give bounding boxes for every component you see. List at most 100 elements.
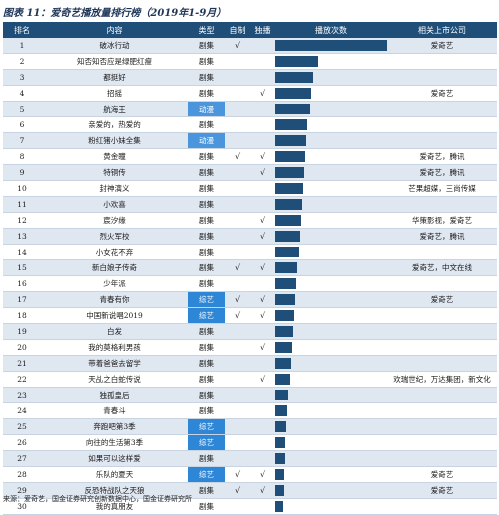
cell-rank: 29 xyxy=(3,482,41,499)
plays-bar xyxy=(275,262,298,274)
cell-plays xyxy=(275,339,387,356)
cell-exclusive: √ xyxy=(250,482,275,499)
cell-self-made: √ xyxy=(225,307,250,325)
cell-plays xyxy=(275,307,387,325)
plays-bar xyxy=(275,484,284,496)
cell-related xyxy=(387,101,497,118)
cell-self-made xyxy=(225,418,250,436)
cell-related xyxy=(387,116,497,134)
cell-content: 宸汐缘 xyxy=(41,212,188,229)
header-rank: 排名 xyxy=(3,22,41,38)
plays-bar xyxy=(275,389,289,401)
cell-self-made xyxy=(225,323,250,340)
cell-content: 招摇 xyxy=(41,85,188,102)
cell-rank: 1 xyxy=(3,38,41,54)
cell-plays xyxy=(275,291,387,309)
plays-bar xyxy=(275,119,308,131)
cell-plays xyxy=(275,38,387,54)
cell-plays xyxy=(275,371,387,388)
table-row: 23 独孤皇后 剧集 xyxy=(3,387,497,404)
cell-self-made xyxy=(225,244,250,261)
cell-type: 剧集 xyxy=(188,275,225,293)
cell-plays xyxy=(275,498,387,515)
plays-bar xyxy=(275,55,318,67)
cell-type: 剧集 xyxy=(188,259,225,277)
cell-content: 亲爱的，热爱的 xyxy=(41,116,188,134)
header-related-companies: 相关上市公司 xyxy=(387,22,497,38)
cell-self-made: √ xyxy=(225,466,250,483)
cell-type: 剧集 xyxy=(188,355,225,372)
table-row: 11 小欢喜 剧集 xyxy=(3,196,497,213)
cell-type: 剧集 xyxy=(188,164,225,182)
table-row: 9 特铜传 剧集 √ 爱奇艺，腾讯 xyxy=(3,164,497,182)
cell-plays xyxy=(275,196,387,213)
cell-rank: 18 xyxy=(3,307,41,325)
plays-bar xyxy=(275,294,296,306)
cell-exclusive xyxy=(250,498,275,515)
cell-exclusive: √ xyxy=(250,85,275,102)
cell-plays xyxy=(275,387,387,404)
cell-content: 中国新说唱2019 xyxy=(41,307,188,325)
cell-type: 剧集 xyxy=(188,69,225,86)
ranking-table: 排名 内容 类型 自制 独播 播放次数 相关上市公司 1 破冰行动 剧集 √ 爱奇艺 2 知… xyxy=(3,22,497,515)
cell-content: 如果可以这样爱 xyxy=(41,450,188,468)
header-self-made: 自制 xyxy=(225,22,250,38)
cell-type: 剧集 xyxy=(188,371,225,388)
cell-content: 天乩之白蛇传说 xyxy=(41,371,188,388)
cell-rank: 27 xyxy=(3,450,41,468)
plays-bar xyxy=(275,135,307,147)
cell-exclusive xyxy=(250,275,275,293)
cell-exclusive: √ xyxy=(250,466,275,483)
cell-related: 爱奇艺 xyxy=(387,466,497,483)
cell-plays xyxy=(275,244,387,261)
cell-related xyxy=(387,132,497,150)
cell-plays xyxy=(275,418,387,436)
cell-exclusive: √ xyxy=(250,339,275,356)
cell-self-made xyxy=(225,450,250,468)
header-exclusive: 独播 xyxy=(250,22,275,38)
cell-type: 剧集 xyxy=(188,116,225,134)
plays-bar xyxy=(275,71,314,83)
plays-bar xyxy=(275,230,300,242)
cell-content: 特铜传 xyxy=(41,164,188,182)
table-row: 28 乐队的夏天 综艺 √ √ 爱奇艺 xyxy=(3,466,497,483)
table-row: 22 天乩之白蛇传说 剧集 √ 欢瑞世纪，万达集团，新文化 xyxy=(3,371,497,388)
cell-related xyxy=(387,275,497,293)
cell-rank: 8 xyxy=(3,148,41,166)
cell-exclusive xyxy=(250,101,275,118)
table-header-row: 排名 内容 类型 自制 独播 播放次数 相关上市公司 xyxy=(3,22,497,38)
cell-rank: 19 xyxy=(3,323,41,340)
cell-content: 青春有你 xyxy=(41,291,188,309)
cell-type: 剧集 xyxy=(188,482,225,499)
cell-related xyxy=(387,69,497,86)
cell-related: 爱奇艺，中文在线 xyxy=(387,259,497,277)
cell-self-made: √ xyxy=(225,482,250,499)
cell-self-made xyxy=(225,498,250,515)
cell-rank: 15 xyxy=(3,259,41,277)
table-row: 17 青春有你 综艺 √ √ 爱奇艺 xyxy=(3,291,497,309)
cell-self-made xyxy=(225,402,250,420)
cell-self-made xyxy=(225,339,250,356)
cell-related xyxy=(387,387,497,404)
plays-bar xyxy=(275,87,311,99)
table-row: 24 青春斗 剧集 xyxy=(3,402,497,420)
cell-content: 新白娘子传奇 xyxy=(41,259,188,277)
cell-related: 华策影视，爱奇艺 xyxy=(387,212,497,229)
cell-plays xyxy=(275,85,387,102)
header-content: 内容 xyxy=(41,22,188,38)
table-row: 4 招摇 剧集 √ 爱奇艺 xyxy=(3,85,497,102)
table-row: 12 宸汐缘 剧集 √ 华策影视，爱奇艺 xyxy=(3,212,497,229)
table-row: 2 知否知否应是绿肥红瘦 剧集 xyxy=(3,53,497,70)
cell-rank: 6 xyxy=(3,116,41,134)
cell-related: 爱奇艺，腾讯 xyxy=(387,228,497,245)
table-row: 3 都挺好 剧集 xyxy=(3,69,497,86)
plays-bar xyxy=(275,167,305,179)
plays-bar xyxy=(275,310,295,322)
plays-bar xyxy=(275,214,301,226)
cell-plays xyxy=(275,434,387,452)
cell-rank: 4 xyxy=(3,85,41,102)
cell-plays xyxy=(275,53,387,70)
cell-content: 知否知否应是绿肥红瘦 xyxy=(41,53,188,70)
cell-type: 剧集 xyxy=(188,498,225,515)
cell-self-made xyxy=(225,101,250,118)
